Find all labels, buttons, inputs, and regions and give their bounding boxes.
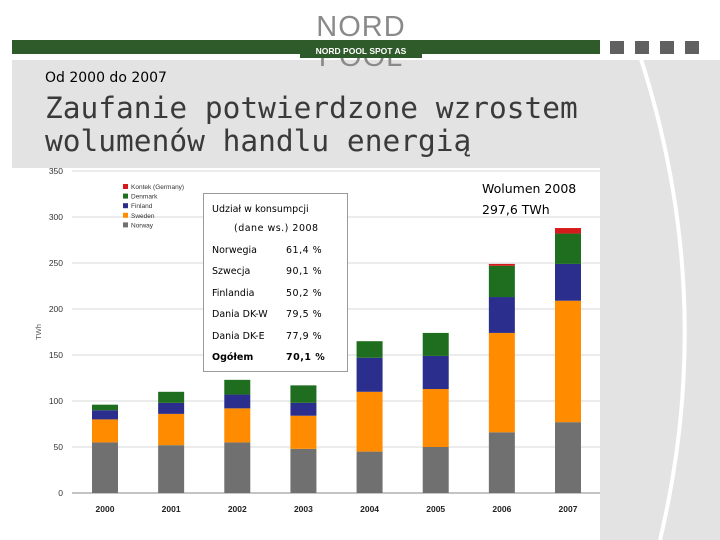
share-value: 61,4 % — [286, 245, 323, 256]
bar-segment-finland — [422, 355, 449, 390]
bar-segment-sweden — [290, 415, 317, 449]
bar-segment-norway — [158, 445, 185, 493]
legend-label: Finland — [131, 203, 153, 210]
volume-2008-line2: 297,6 TWh — [482, 202, 550, 217]
legend-swatch — [123, 193, 128, 199]
bar-segment-denmark — [356, 341, 383, 358]
x-tick-label: 2001 — [162, 504, 181, 514]
share-value: 90,1 % — [286, 266, 323, 277]
bar-segment-finland — [158, 402, 185, 414]
country-name: Dania DK-W — [212, 309, 268, 320]
header-square — [685, 41, 699, 54]
share-table-title: Udział w konsumpcji — [212, 204, 309, 215]
bar-segment-sweden — [555, 300, 581, 423]
country-name: Ogółem — [212, 352, 254, 363]
legend-label: Denmark — [131, 194, 158, 201]
x-tick-label: 2007 — [559, 504, 578, 514]
bar-segment-sweden — [92, 419, 118, 443]
legend-label: Norway — [131, 222, 154, 229]
share-value: 50,2 % — [286, 288, 323, 299]
bar-segment-denmark — [158, 391, 185, 403]
header-square — [635, 41, 649, 54]
bar-segment-denmark — [422, 332, 449, 356]
y-tick-label: 50 — [54, 442, 64, 452]
bar-segment-finland — [555, 263, 581, 301]
country-name: Norwegia — [212, 245, 257, 256]
table-row: Dania DK-W 79,5 % — [212, 309, 342, 323]
table-row: Norwegia 61,4 % — [212, 245, 342, 259]
title-background-band — [12, 60, 600, 168]
x-tick-label: 2004 — [360, 504, 379, 514]
bar-segment-kontek-germany — [555, 228, 581, 234]
header-square — [660, 41, 674, 54]
bar-segment-norway — [92, 442, 118, 493]
slide-subtitle: Od 2000 do 2007 — [45, 70, 167, 86]
table-row: Finlandia 50,2 % — [212, 288, 342, 302]
country-name: Szwecja — [212, 266, 251, 277]
y-tick-label: 200 — [49, 304, 63, 314]
y-tick-label: 350 — [49, 166, 63, 176]
country-name: Dania DK-E — [212, 331, 265, 342]
table-row: Dania DK-E 77,9 % — [212, 331, 342, 345]
bar-segment-denmark — [224, 379, 251, 395]
header-square — [610, 41, 624, 54]
bar-segment-norway — [555, 422, 581, 493]
bar-segment-norway — [488, 432, 515, 493]
y-tick-label: 300 — [49, 212, 63, 222]
y-tick-label: 250 — [49, 258, 63, 268]
x-tick-label: 2003 — [294, 504, 313, 514]
share-value: 79,5 % — [286, 309, 323, 320]
bar-segment-finland — [356, 357, 383, 392]
bar-segment-sweden — [224, 408, 251, 443]
logo-subtitle: NORD POOL SPOT AS — [300, 44, 422, 58]
bar-segment-norway — [224, 442, 251, 493]
legend-swatch — [123, 212, 128, 218]
x-tick-label: 2005 — [426, 504, 445, 514]
table-row-total: Ogółem 70,1 % — [212, 352, 342, 366]
bar-segment-sweden — [158, 413, 185, 446]
country-name: Finlandia — [212, 288, 255, 299]
y-tick-label: 0 — [58, 488, 63, 498]
share-value: 70,1 % — [286, 352, 326, 363]
bar-segment-norway — [422, 447, 449, 493]
volume-2008-line1: Wolumen 2008 — [482, 181, 577, 196]
bar-segment-denmark — [290, 385, 317, 403]
bar-segment-norway — [290, 448, 317, 493]
bar-segment-finland — [488, 297, 515, 333]
bar-segment-finland — [224, 394, 251, 409]
y-tick-label: 150 — [49, 350, 63, 360]
bar-segment-denmark — [92, 404, 118, 411]
share-value: 77,9 % — [286, 331, 323, 342]
bar-segment-kontek-germany — [488, 263, 515, 266]
bar-segment-sweden — [422, 389, 449, 447]
legend-label: Sweden — [131, 213, 155, 220]
legend-swatch — [123, 184, 128, 189]
legend-swatch — [123, 203, 128, 209]
y-axis-label: TWh — [34, 324, 43, 340]
bar-segment-denmark — [488, 265, 515, 298]
bar-segment-sweden — [488, 332, 515, 433]
decorative-curve — [638, 56, 687, 540]
bar-segment-sweden — [356, 391, 383, 452]
bar-segment-norway — [356, 451, 383, 493]
x-tick-label: 2002 — [228, 504, 247, 514]
bar-segment-finland — [92, 410, 118, 420]
right-background-band — [600, 60, 720, 540]
legend-swatch — [123, 222, 128, 228]
bar-segment-finland — [290, 402, 317, 416]
legend-label: Kontek (Germany) — [131, 184, 184, 191]
volume-2008-label: Wolumen 2008 297,6 TWh — [482, 178, 576, 220]
nord-pool-logo: NORD POOL NORD POOL SPOT AS — [276, 12, 446, 72]
bar-segment-denmark — [555, 233, 581, 264]
consumption-share-table: Udział w konsumpcji (dane ws.) 2008 Norw… — [203, 193, 348, 372]
slide-title: Zaufanie potwierdzone wzrostem wolumenów… — [45, 91, 578, 158]
share-table-subtitle: (dane ws.) 2008 — [234, 223, 319, 234]
x-tick-label: 2006 — [492, 504, 511, 514]
x-tick-label: 2000 — [96, 504, 115, 514]
table-row: Szwecja 90,1 % — [212, 266, 342, 280]
y-tick-label: 100 — [49, 396, 63, 406]
